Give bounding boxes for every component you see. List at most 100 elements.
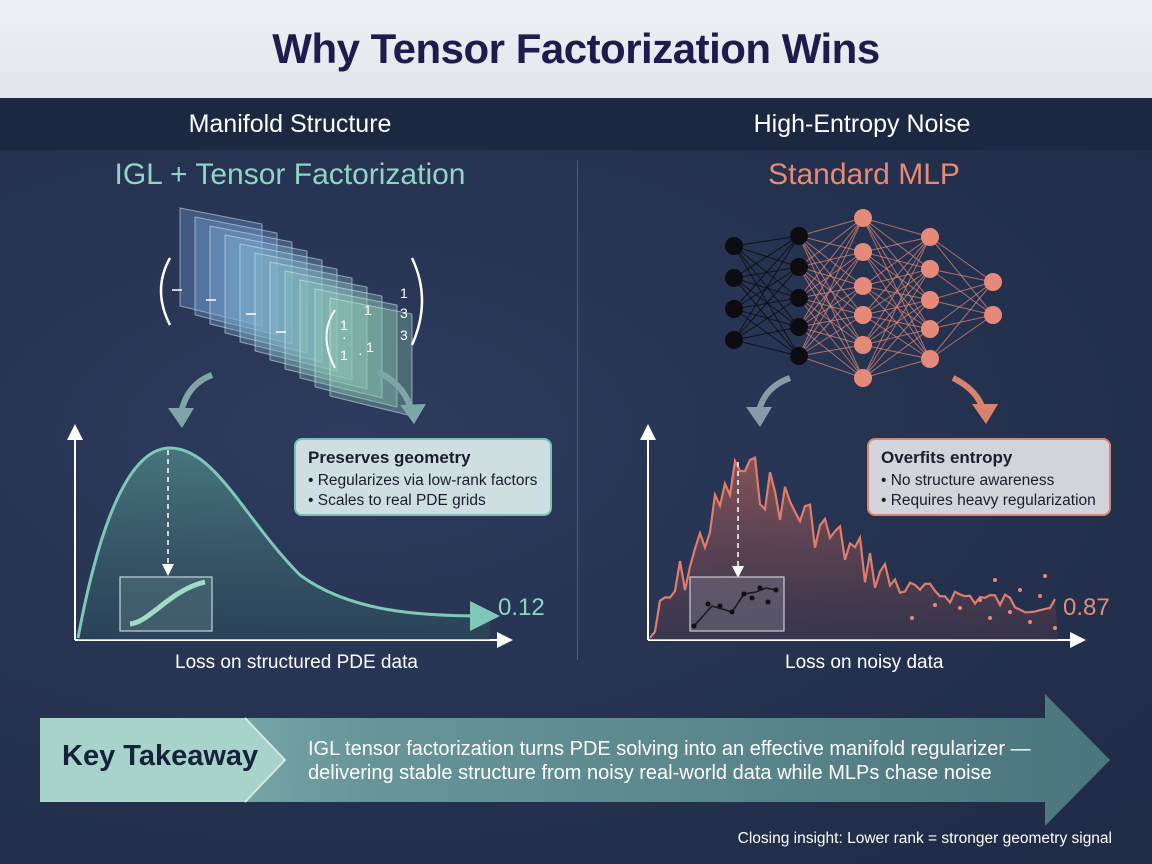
left-model-title: IGL + Tensor Factorization — [114, 158, 466, 191]
tensor-slice — [314, 288, 398, 408]
network-node — [984, 306, 1002, 324]
network-node — [984, 273, 1002, 291]
matrix-entry: 1 — [400, 285, 408, 301]
right-arrowhead-2 — [972, 404, 998, 424]
network-edge — [798, 217, 864, 237]
matrix-entry: 1 — [340, 347, 348, 363]
network-edge — [862, 251, 931, 360]
takeaway-text: IGL tensor factorization turns PDE solvi… — [308, 738, 1031, 784]
right-inset-box — [689, 576, 785, 632]
matrix-entry: 1 — [340, 317, 348, 333]
noise-dot — [1038, 594, 1042, 598]
left-loss-value: 0.12 — [498, 594, 545, 621]
network-edge — [798, 355, 864, 379]
network-edge — [733, 326, 800, 341]
takeaway-label: Key Takeaway — [62, 740, 259, 772]
network-edge — [798, 297, 864, 379]
tensor-slice — [254, 252, 338, 372]
network-edge — [798, 251, 864, 328]
network-edge — [798, 266, 864, 287]
network-edge — [798, 251, 864, 299]
noise-dot — [933, 603, 937, 607]
network-edge — [798, 314, 864, 357]
network-node — [790, 258, 808, 276]
left-axis-label: Loss on structured PDE data — [175, 652, 418, 673]
network-node — [921, 320, 939, 338]
network-edge — [798, 235, 864, 287]
network-edge — [733, 235, 800, 247]
matrix-entry: · — [342, 329, 347, 345]
tensor-slice — [239, 243, 323, 363]
noise-dot — [978, 598, 982, 602]
network-edge — [798, 251, 864, 268]
title-bar: Why Tensor Factorization Wins — [0, 0, 1152, 98]
network-edge — [862, 236, 931, 287]
right-section-heading: High-Entropy Noise — [753, 110, 971, 138]
network-edge — [862, 236, 931, 379]
left-loss-curve — [76, 446, 500, 639]
right-loss-value: 0.87 — [1063, 594, 1110, 621]
tensor-slice — [269, 261, 353, 381]
tensor-slice — [299, 279, 383, 399]
network-node — [725, 331, 743, 349]
network-edge — [733, 339, 800, 357]
subhead-bar — [0, 98, 1152, 150]
noise-dot — [1018, 588, 1022, 592]
network-edge — [862, 358, 931, 379]
network-node — [854, 336, 872, 354]
network-edge — [862, 268, 931, 379]
takeaway-arrow — [40, 694, 1110, 826]
matrix-entry: 1 — [364, 302, 372, 318]
matrix-entry: 3 — [400, 327, 408, 343]
noise-dot — [1008, 610, 1012, 614]
network-node — [921, 291, 939, 309]
network-edge — [862, 217, 931, 238]
network-edge — [929, 268, 994, 316]
right-arrowhead-1 — [746, 407, 772, 427]
left-callout-box: Preserves geometry • Regularizes via low… — [294, 438, 552, 516]
network-node — [854, 369, 872, 387]
network-edge — [862, 268, 931, 316]
network-node — [790, 227, 808, 245]
network-edge — [862, 236, 931, 346]
network-edge — [929, 236, 994, 283]
network-edge — [733, 235, 800, 341]
left-section-heading: Manifold Structure — [188, 110, 392, 138]
network-edge — [733, 266, 800, 341]
matrix-bracket-right — [410, 257, 424, 346]
network-edge — [798, 217, 864, 268]
matrix-bracket-left — [325, 309, 336, 369]
left-bracket — [159, 257, 172, 326]
noise-dot — [993, 578, 997, 582]
right-axis-label: Loss on noisy data — [785, 652, 944, 673]
network-edge — [862, 299, 931, 346]
right-loss-curve — [649, 456, 1056, 639]
network-edge — [929, 314, 994, 330]
network-edge — [929, 299, 994, 316]
tensor-slice — [179, 207, 263, 327]
network-edge — [862, 217, 931, 360]
noise-dot — [988, 616, 992, 620]
page-title: Why Tensor Factorization Wins — [272, 25, 880, 72]
noise-dot — [910, 616, 914, 620]
closing-insight: Closing insight: Lower rank = stronger g… — [737, 830, 1112, 847]
matrix-entry: 3 — [400, 305, 408, 321]
network-edge — [798, 266, 864, 316]
network-edge — [733, 245, 800, 328]
right-callout-bullet: • Requires heavy regularization — [881, 492, 1096, 509]
matrix-entry: 1 — [366, 339, 374, 355]
network-edge — [733, 235, 800, 279]
network-edge — [798, 217, 864, 357]
network-edge — [929, 268, 994, 283]
network-node — [921, 260, 939, 278]
column-divider — [577, 160, 578, 660]
tensor-slices-graphic: 1 1 · · 1 1 1 3 3 — [159, 207, 424, 417]
network-edge — [862, 344, 931, 360]
network-edge — [862, 328, 931, 346]
matrix-entry: · — [358, 345, 363, 361]
network-edge — [733, 277, 800, 328]
network-edge — [862, 217, 931, 330]
network-edge — [929, 281, 994, 360]
network-node — [725, 269, 743, 287]
network-edge — [929, 281, 994, 301]
